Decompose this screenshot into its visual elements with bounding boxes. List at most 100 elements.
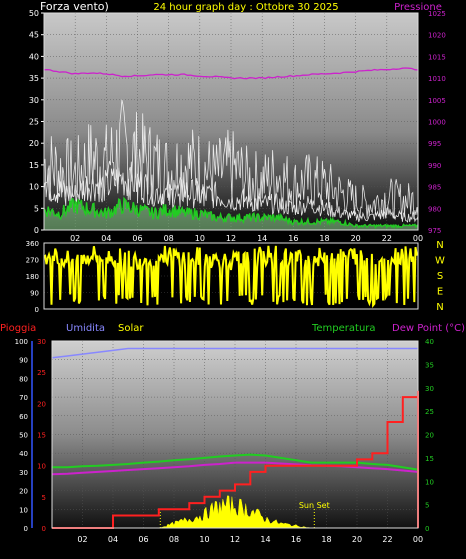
x-tick-label: 16 (288, 234, 298, 243)
temp-tick-label: 30 (425, 385, 434, 393)
y2-tick-label: 1010 (428, 75, 446, 83)
x-tick-label: 18 (319, 234, 329, 243)
panel2-series (43, 245, 419, 309)
y-tick-label: 270 (26, 257, 39, 265)
series-wind-green (43, 196, 419, 230)
y-tick-label: 30 (29, 96, 39, 105)
compass-label: S (437, 271, 443, 282)
humidity-tick-label: 20 (19, 488, 28, 496)
x-tick-label: 20 (352, 535, 362, 544)
x-tick-label: 04 (108, 535, 118, 544)
y-tick-label: 90 (30, 290, 39, 298)
compass-label: E (437, 287, 443, 298)
panel1-axes: 0510152025303540455097598098599099510001… (29, 9, 446, 243)
x-tick-label: 22 (382, 234, 392, 243)
x-tick-label: 00 (413, 234, 423, 243)
x-tick-label: 18 (321, 535, 331, 544)
y-tick-label: 15 (29, 161, 39, 170)
y-tick-label: 0 (35, 306, 39, 314)
y2-tick-label: 1000 (428, 119, 446, 127)
temp-tick-label: 40 (425, 338, 434, 346)
temp-tick-label: 15 (425, 455, 434, 463)
x-tick-label: 06 (132, 234, 142, 243)
rain-tick-label: 20 (37, 400, 46, 408)
series-wind (43, 161, 419, 223)
x-tick-label: 04 (101, 234, 111, 243)
x-tick-label: 10 (199, 535, 209, 544)
series-humidity (51, 347, 418, 359)
y-tick-label: 40 (29, 52, 39, 61)
y2-tick-label: 1005 (428, 97, 446, 105)
y2-tick-label: 985 (428, 184, 441, 192)
y2-tick-label: 1025 (428, 10, 446, 18)
x-tick-label: 16 (291, 535, 301, 544)
y-tick-label: 0 (34, 226, 39, 235)
panel3-frame (51, 340, 419, 529)
humidity-tick-label: 90 (19, 357, 28, 365)
y2-tick-label: 1020 (428, 32, 446, 40)
temp-tick-label: 10 (425, 478, 434, 486)
legend-humidity: Umidita (66, 323, 105, 334)
series-gust (43, 99, 419, 220)
x-tick-label: 14 (260, 535, 270, 544)
panel3-axes: 0102030405060708090100051015202530051015… (15, 338, 434, 544)
y2-tick-label: 995 (428, 140, 441, 148)
x-tick-label: 12 (230, 535, 240, 544)
y-tick-label: 50 (29, 9, 39, 18)
rain-tick-label: 15 (37, 432, 46, 440)
x-tick-label: 02 (70, 234, 80, 243)
legend-solar: Solar (118, 323, 144, 334)
series-direction (43, 245, 419, 309)
humidity-tick-label: 10 (19, 506, 28, 514)
x-tick-label: 06 (138, 535, 148, 544)
y-tick-label: 20 (29, 139, 39, 148)
temp-tick-label: 35 (425, 361, 434, 369)
humidity-tick-label: 60 (19, 413, 28, 421)
y2-tick-label: 980 (428, 205, 441, 213)
panel3-legend: Pioggia Umidita Solar Temperatura Dew Point … (0, 323, 465, 334)
humidity-tick-label: 70 (19, 394, 28, 402)
panel1-series (43, 67, 419, 230)
panel3-series: Sun Set (51, 347, 419, 529)
series-dewpoint (51, 461, 419, 476)
humidity-tick-label: 50 (19, 432, 28, 440)
x-tick-label: 10 (195, 234, 205, 243)
y2-tick-label: 990 (428, 162, 441, 170)
y-tick-label: 360 (26, 240, 39, 248)
humidity-tick-label: 30 (19, 469, 28, 477)
x-tick-label: 00 (413, 535, 423, 544)
humidity-tick-label: 0 (24, 525, 28, 533)
y-tick-label: 25 (29, 118, 39, 127)
series-rain (52, 390, 419, 529)
y2-tick-label: 975 (428, 227, 441, 235)
rain-tick-label: 25 (37, 369, 46, 377)
x-tick-label: 08 (169, 535, 179, 544)
series-pressure (43, 67, 419, 80)
x-tick-label: 08 (164, 234, 174, 243)
series-wind-green-fill (44, 198, 418, 230)
humidity-tick-label: 40 (19, 450, 28, 458)
chart-title: 24 hour graph day : Ottobre 30 2025 (153, 2, 338, 13)
legend-dewpoint: Dew Point (°C) (392, 323, 465, 334)
y-tick-label: 45 (29, 31, 39, 40)
y-tick-label: 5 (34, 204, 39, 213)
legend-temperature: Temperatura (311, 323, 376, 334)
y-tick-label: 10 (29, 183, 39, 192)
compass-label: W (435, 256, 445, 267)
humidity-tick-label: 80 (19, 375, 28, 383)
y-tick-label: 180 (26, 273, 39, 281)
temp-tick-label: 25 (425, 408, 434, 416)
x-tick-label: 02 (77, 535, 87, 544)
x-tick-label: 22 (382, 535, 392, 544)
y-tick-label: 35 (29, 74, 39, 83)
x-tick-label: 20 (351, 234, 361, 243)
rain-tick-label: 0 (42, 525, 46, 533)
rain-tick-label: 30 (37, 338, 46, 346)
y2-tick-label: 1015 (428, 53, 446, 61)
panel1-frame (43, 12, 419, 231)
x-tick-label: 14 (257, 234, 267, 243)
humidity-tick-label: 100 (15, 338, 28, 346)
